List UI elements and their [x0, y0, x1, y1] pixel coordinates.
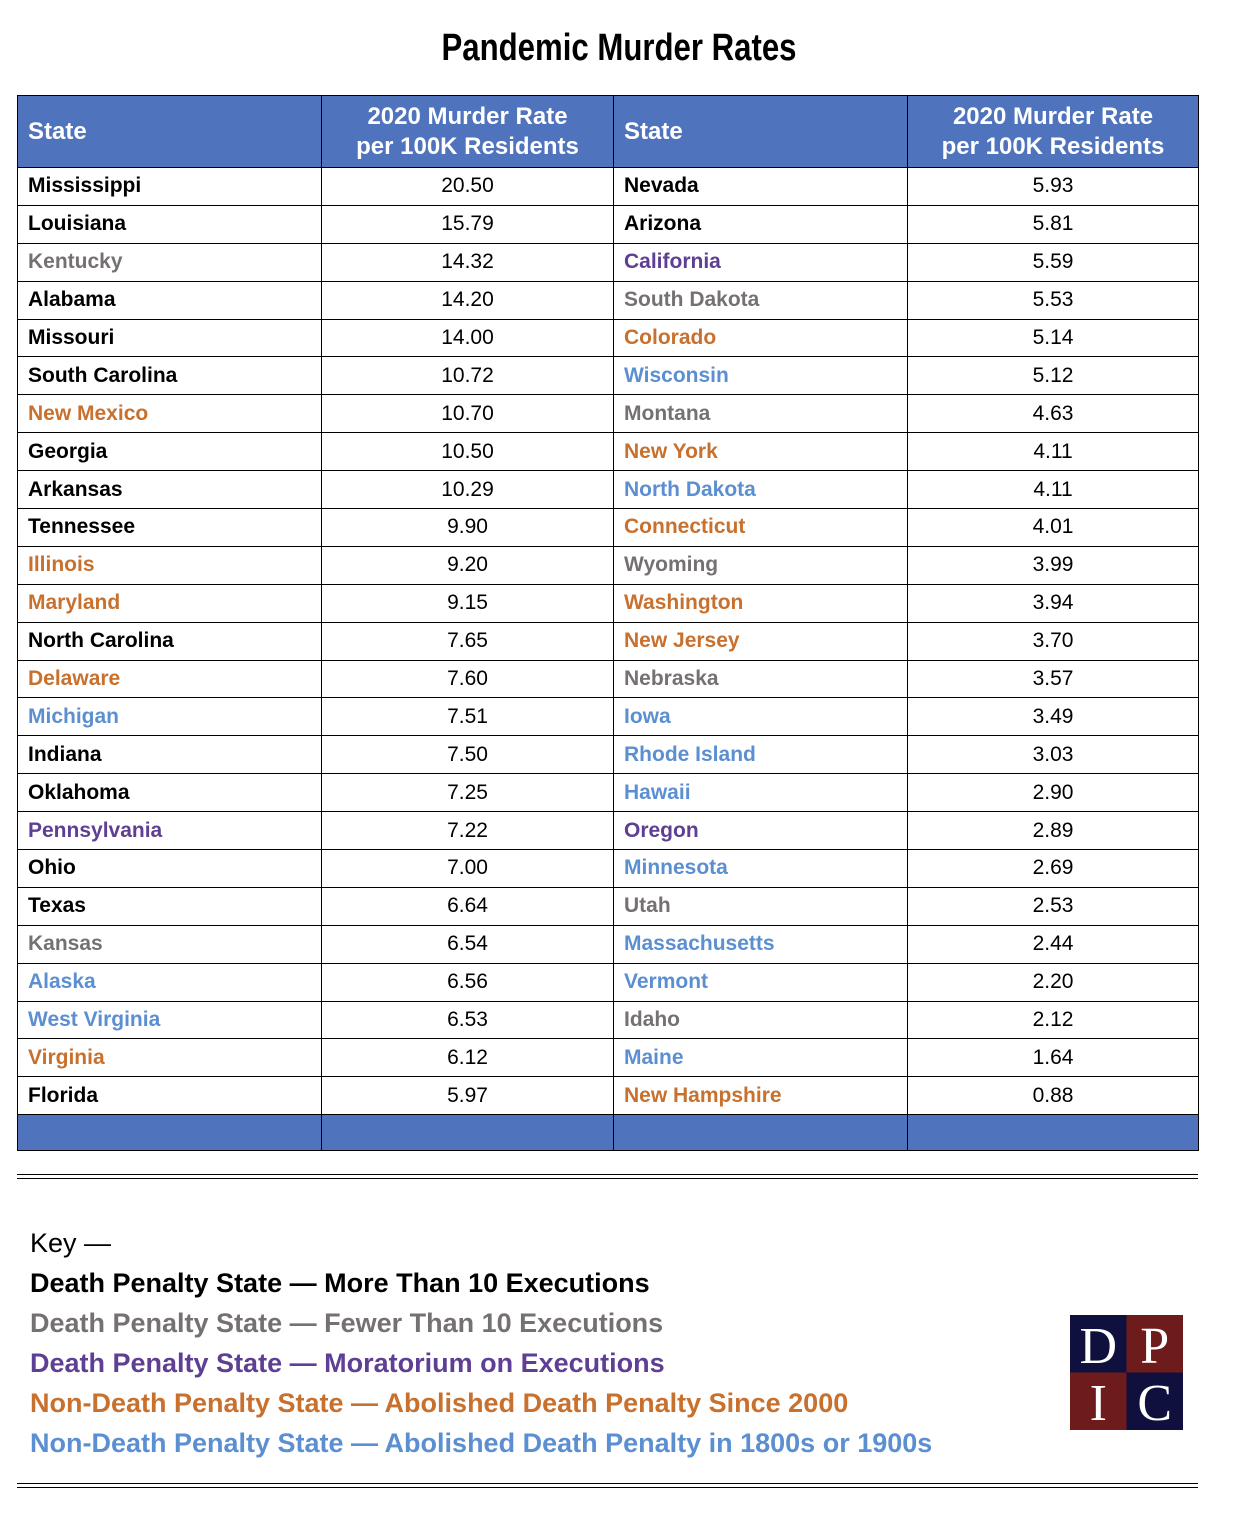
svg-text:I: I	[1090, 1375, 1107, 1430]
svg-text:P: P	[1140, 1318, 1169, 1375]
svg-text:C: C	[1137, 1375, 1172, 1430]
svg-text:D: D	[1079, 1318, 1117, 1375]
